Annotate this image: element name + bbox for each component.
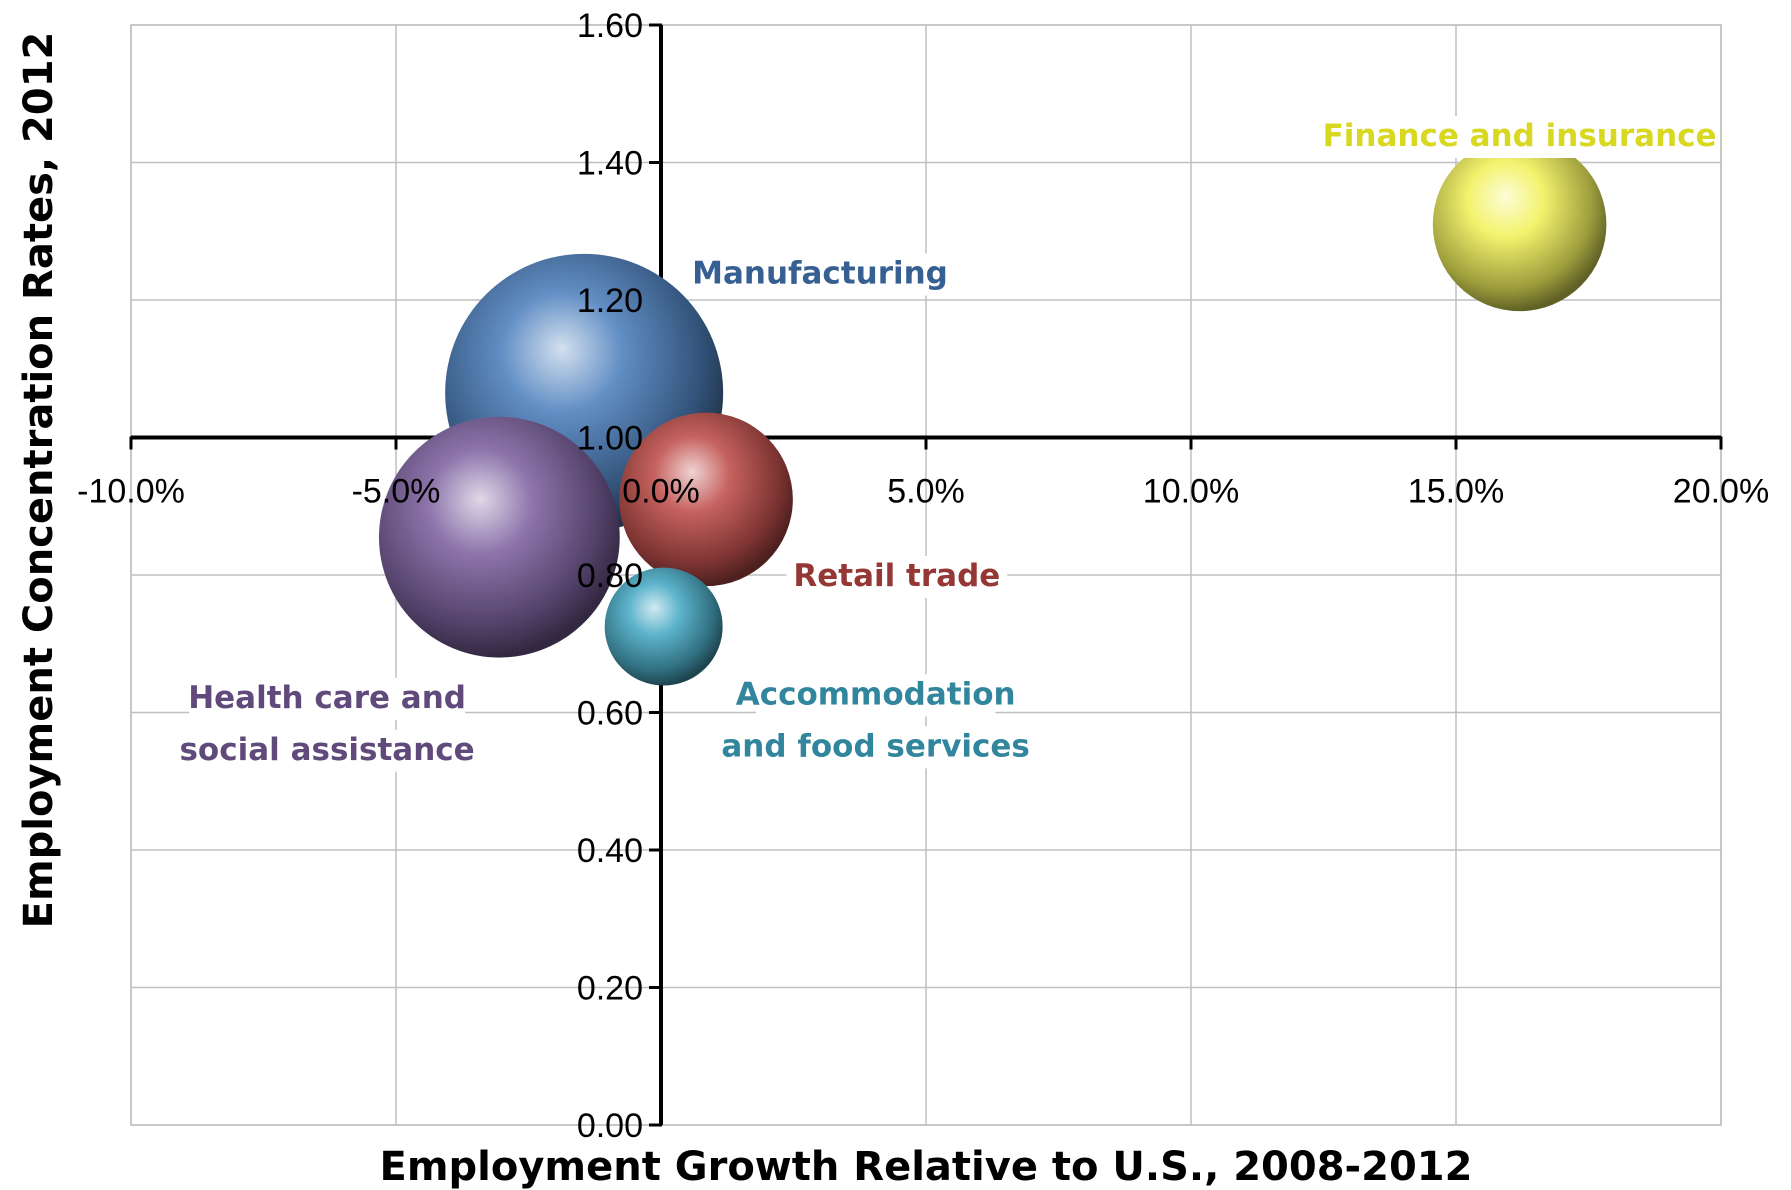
x-tick-label: 15.0% [1408, 473, 1504, 511]
bubble-label-bg [189, 677, 466, 720]
y-tick-label: 0.00 [577, 1107, 643, 1145]
bubble-label-bg [756, 674, 996, 717]
x-tick-label: 5.0% [887, 473, 965, 511]
x-tick-label: 10.0% [1143, 473, 1239, 511]
y-tick-label: 0.60 [577, 695, 643, 733]
bubble-label: Manufacturing [692, 256, 948, 292]
bubble-label-bg [719, 726, 1033, 769]
bubble-label: Finance and insurance [1323, 118, 1717, 154]
y-tick-label: 0.40 [577, 832, 643, 870]
y-tick-label: 0.80 [577, 557, 643, 595]
bubble-label: and food services [721, 728, 1030, 764]
y-tick-label: 1.20 [577, 282, 643, 320]
bubble-label: social assistance [179, 732, 474, 768]
bubble-labels: Manufacturing Finance and insurance Retail… [170, 116, 1717, 772]
x-tick-label: -5.0% [352, 473, 441, 511]
y-tick-label: 1.00 [577, 420, 643, 458]
y-tick-label: 1.60 [577, 7, 643, 45]
bubble [378, 416, 620, 658]
x-tick-label: -10.0% [77, 473, 185, 511]
bubbles [378, 137, 1607, 686]
bubble-label: Retail trade [793, 558, 1000, 594]
bubble [604, 567, 723, 686]
bubble-label: Accommodation [736, 676, 1016, 712]
bubble-label-bg [786, 556, 1008, 598]
y-axis-title: Employment Concentration Rates, 2012 [16, 32, 62, 929]
y-tick-label: 1.40 [577, 145, 643, 183]
bubble [1432, 137, 1607, 312]
bubble-label: Health care and [188, 680, 466, 716]
x-axis-title: Employment Growth Relative to U.S., 2008… [380, 1144, 1473, 1190]
tick-labels: -10.0% -5.0% 0.0% 5.0% 10.0% 15.0% 20.0% 0.00 0.… [77, 7, 1769, 1145]
bubble-label-bg [700, 253, 940, 296]
bubble [619, 412, 793, 587]
bubble-label-bg [170, 729, 484, 772]
bubble-label-bg [1326, 116, 1713, 158]
x-tick-label: 20.0% [1673, 473, 1769, 511]
y-tick-label: 0.20 [577, 970, 643, 1008]
x-tick-label: 0.0% [622, 473, 700, 511]
